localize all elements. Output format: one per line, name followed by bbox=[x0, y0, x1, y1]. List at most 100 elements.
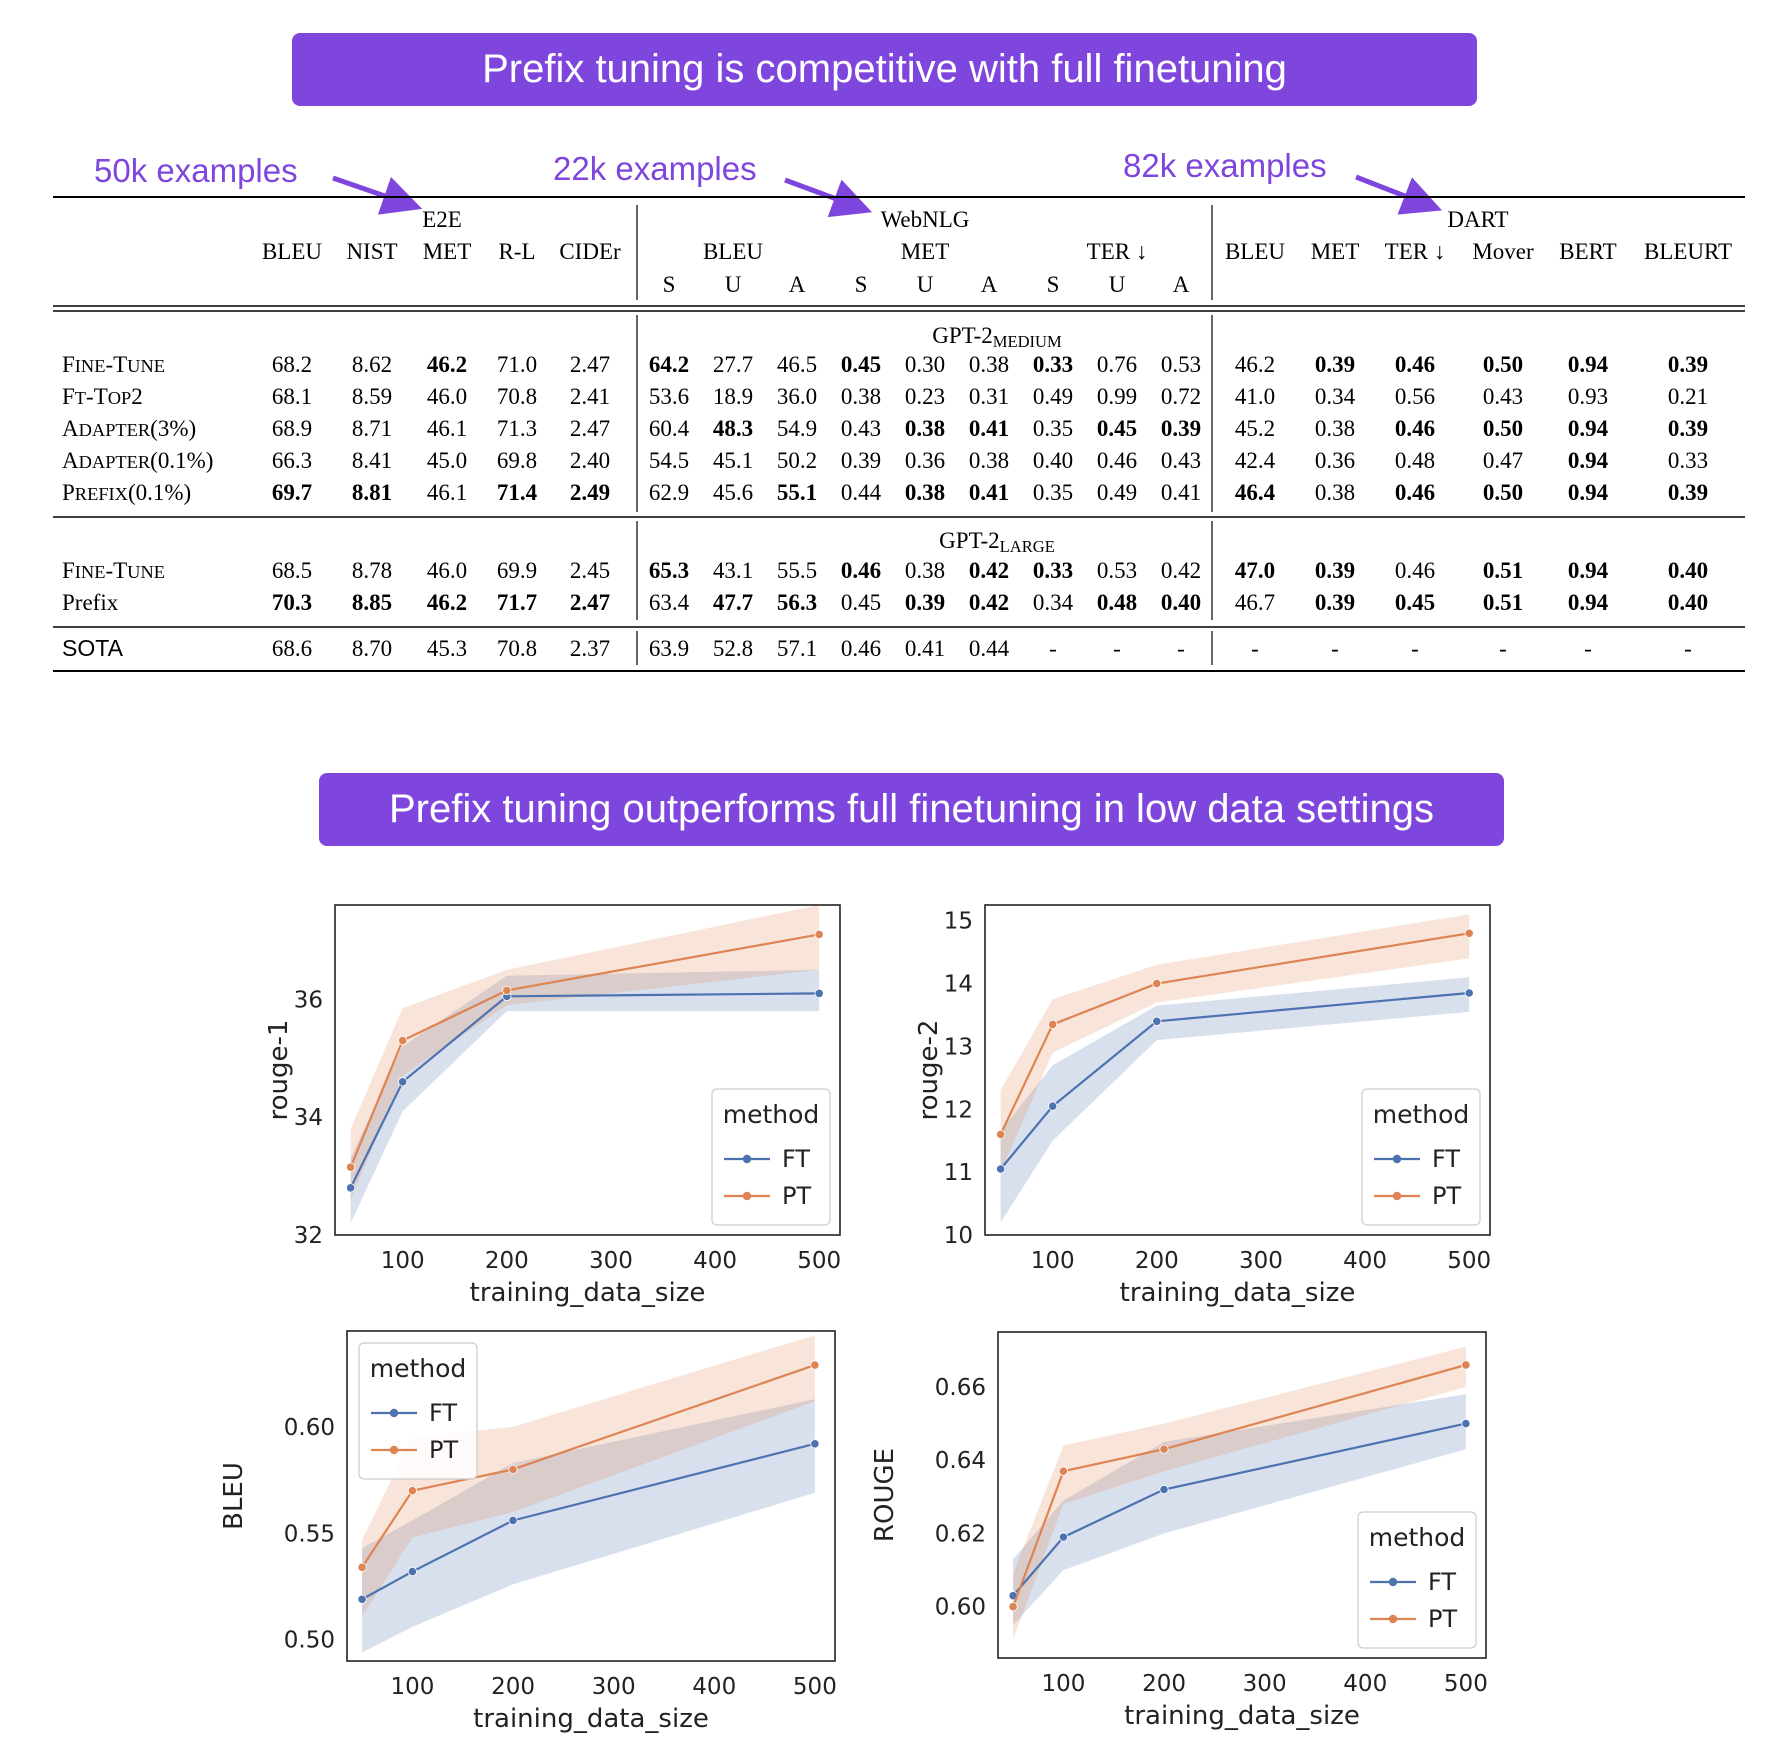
legend: method FT PT bbox=[1357, 1511, 1477, 1649]
table-cell: 42.4 bbox=[1235, 448, 1276, 473]
table-cell: 2.40 bbox=[570, 448, 610, 473]
series-line-PT bbox=[349, 933, 820, 1168]
x-tick-label: 500 bbox=[1447, 1248, 1491, 1274]
legend-box bbox=[1357, 1511, 1477, 1649]
row-method: FT-TOP2 bbox=[62, 384, 143, 409]
table-cell: 0.51 bbox=[1483, 590, 1523, 615]
legend-marker-PT bbox=[1392, 1191, 1402, 1201]
table-cell: - bbox=[1499, 636, 1507, 661]
data-point-FT bbox=[810, 1439, 820, 1449]
column-header: BLEU bbox=[1225, 239, 1285, 264]
legend-marker-PT bbox=[742, 1191, 752, 1201]
table-cell: 45.2 bbox=[1235, 416, 1275, 441]
annotation-arrows bbox=[332, 174, 1442, 218]
table-cell: 0.35 bbox=[1033, 416, 1073, 441]
legend: method FT PT bbox=[1361, 1088, 1481, 1226]
table-cell: 0.43 bbox=[841, 416, 881, 441]
sub-column-header: S bbox=[663, 272, 676, 297]
legend-title: method bbox=[723, 1100, 820, 1129]
data-point-PT bbox=[1152, 978, 1162, 989]
data-point-PT bbox=[1159, 1444, 1169, 1454]
legend-marker-FT bbox=[742, 1154, 752, 1164]
data-point-FT bbox=[407, 1566, 418, 1577]
y-tick-label: 34 bbox=[294, 1105, 323, 1131]
legend-label-FT: FT bbox=[1428, 1568, 1456, 1596]
row-method: Prefix bbox=[62, 590, 119, 615]
table-cell: 8.62 bbox=[352, 352, 392, 377]
series-line-FT bbox=[999, 991, 1470, 1170]
table-cell: 0.46 bbox=[841, 636, 881, 661]
table-cell: 46.0 bbox=[427, 384, 467, 409]
legend-marker-PT bbox=[389, 1445, 399, 1455]
table-cell: 0.39 bbox=[1315, 590, 1355, 615]
table-cell: 2.47 bbox=[570, 590, 610, 615]
table-cell: 63.9 bbox=[649, 636, 689, 661]
table-cell: 0.40 bbox=[1161, 590, 1201, 615]
table-cell: 71.4 bbox=[497, 480, 538, 505]
column-header: BERT bbox=[1559, 239, 1616, 264]
y-axis-label: BLEU bbox=[219, 1462, 249, 1530]
legend-title: method bbox=[370, 1354, 467, 1383]
data-point-FT bbox=[1461, 1418, 1471, 1429]
table-cell: 0.76 bbox=[1097, 352, 1137, 377]
legend-marker-FT bbox=[1388, 1577, 1398, 1587]
plot-area bbox=[346, 1330, 836, 1662]
data-point-FT bbox=[1464, 988, 1474, 998]
x-tick-label: 100 bbox=[1041, 1671, 1085, 1697]
table-cell: 0.46 bbox=[1395, 558, 1435, 583]
table-cell: 0.93 bbox=[1568, 384, 1608, 409]
table-cell: 53.6 bbox=[649, 384, 689, 409]
series-line-PT bbox=[1012, 1363, 1467, 1608]
table-cell: 66.3 bbox=[272, 448, 312, 473]
table-cell: 0.23 bbox=[905, 384, 945, 409]
x-tick-label: 100 bbox=[390, 1674, 434, 1700]
table-cell: 0.51 bbox=[1483, 558, 1523, 583]
table-cell: 0.39 bbox=[841, 448, 881, 473]
y-tick-label: 0.60 bbox=[935, 1595, 986, 1621]
x-axis-label: training_data_size bbox=[473, 1704, 709, 1734]
data-point-FT bbox=[1159, 1484, 1169, 1495]
table-cell: 0.31 bbox=[969, 384, 1009, 409]
plot-area bbox=[334, 904, 841, 1236]
table-cell: 46.1 bbox=[427, 480, 467, 505]
series-line-FT bbox=[1012, 1422, 1467, 1597]
table-cell: 50.2 bbox=[777, 448, 817, 473]
y-axis-label: ROUGE bbox=[870, 1448, 900, 1542]
table-cell: 68.6 bbox=[272, 636, 312, 661]
table-cell: 2.47 bbox=[570, 352, 610, 377]
confidence-band-FT bbox=[1000, 977, 1470, 1223]
legend: method FT PT bbox=[711, 1088, 831, 1226]
y-tick-label: 0.55 bbox=[284, 1521, 335, 1547]
table-cell: 0.39 bbox=[1315, 558, 1355, 583]
table-cell: 8.78 bbox=[352, 558, 392, 583]
table-cell: 46.7 bbox=[1235, 590, 1275, 615]
table-cell: 0.46 bbox=[1395, 352, 1435, 377]
x-tick-label: 500 bbox=[1444, 1671, 1488, 1697]
table-cell: 0.56 bbox=[1395, 384, 1435, 409]
table-cell: 0.41 bbox=[969, 480, 1009, 505]
sub-column-header: U bbox=[725, 272, 742, 297]
table-cell: 0.94 bbox=[1568, 352, 1609, 377]
table-cell: 69.9 bbox=[497, 558, 537, 583]
table-cell: 2.37 bbox=[570, 636, 610, 661]
y-tick-label: 32 bbox=[294, 1223, 323, 1249]
table-cell: 0.94 bbox=[1568, 590, 1609, 615]
y-tick-label: 0.62 bbox=[935, 1521, 986, 1547]
table-cell: 0.43 bbox=[1161, 448, 1201, 473]
table-cell: 0.45 bbox=[841, 590, 881, 615]
data-point-FT bbox=[346, 1183, 356, 1193]
table-cell: 0.49 bbox=[1097, 480, 1137, 505]
section-header: GPT-2MEDIUM bbox=[932, 323, 1062, 351]
table-cell: 0.42 bbox=[969, 590, 1009, 615]
table-cell: 62.9 bbox=[649, 480, 689, 505]
row-method: PREFIX(0.1%) bbox=[62, 480, 191, 505]
column-header: BLEU bbox=[262, 239, 322, 264]
plot-area bbox=[984, 904, 1491, 1236]
data-point-PT bbox=[398, 1035, 408, 1046]
x-tick-label: 400 bbox=[692, 1674, 736, 1700]
table-cell: 0.33 bbox=[1668, 448, 1708, 473]
table-cell: 0.50 bbox=[1483, 480, 1523, 505]
legend-box bbox=[358, 1342, 478, 1480]
table-cell: 60.4 bbox=[649, 416, 690, 441]
legend-label-PT: PT bbox=[1428, 1605, 1457, 1633]
